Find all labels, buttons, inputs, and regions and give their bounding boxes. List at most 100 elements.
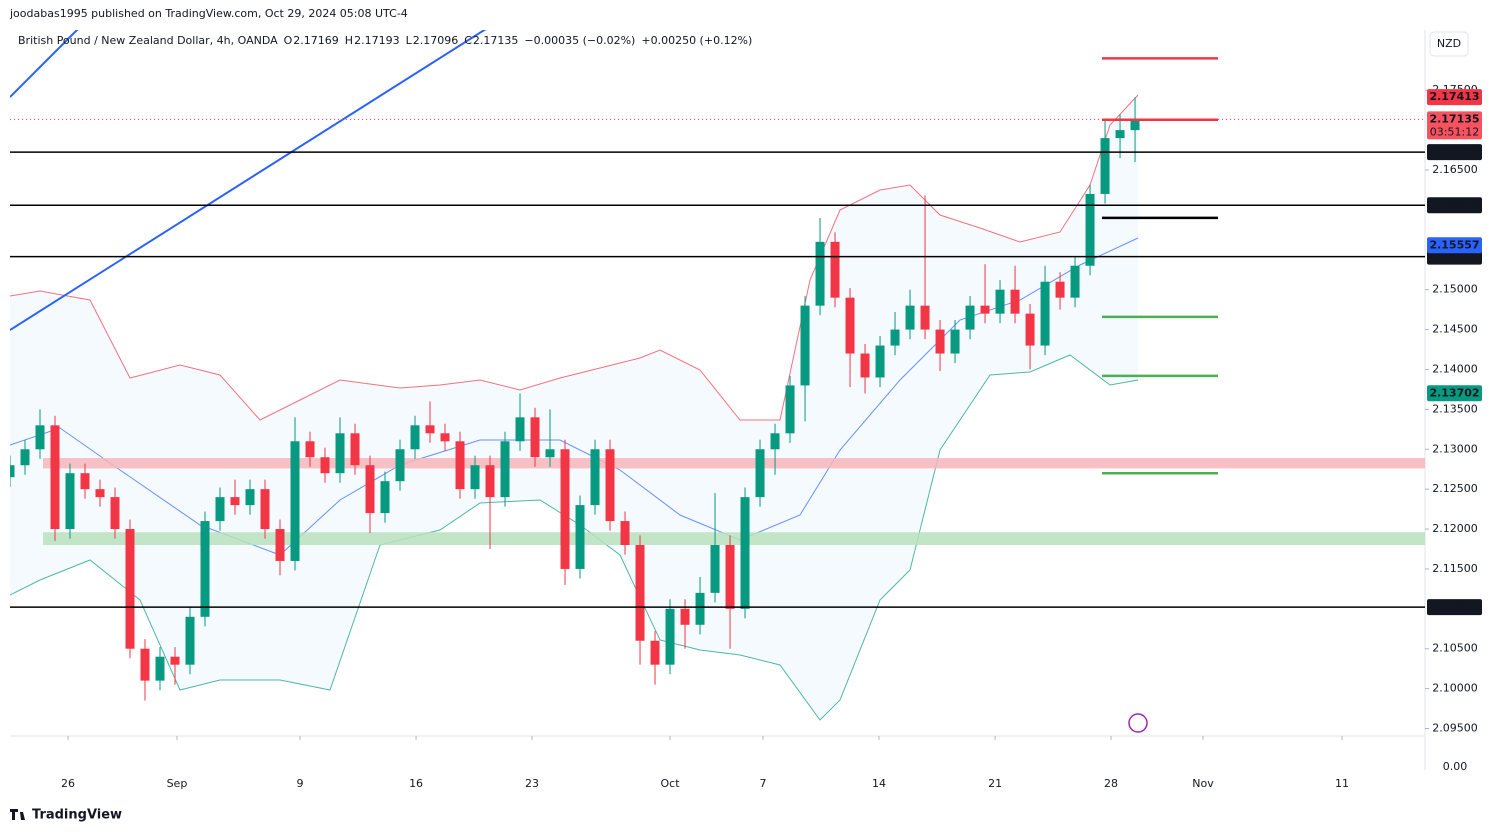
bollinger-upper xyxy=(10,94,1139,421)
candle-body xyxy=(50,425,60,530)
level-tag xyxy=(1427,197,1482,214)
y-tick-label: 2.12000 xyxy=(1432,522,1478,535)
y-tick-label: 2.11500 xyxy=(1432,562,1478,575)
candle-body xyxy=(875,345,885,378)
candle-body xyxy=(545,449,555,458)
candle-body xyxy=(35,425,45,450)
candle-body xyxy=(740,497,750,609)
price-tag xyxy=(1427,111,1482,140)
candle-body xyxy=(845,297,855,354)
price-tag-label: 2.17413 xyxy=(1429,90,1479,103)
candle-body xyxy=(995,289,1005,314)
price-tag-label: 2.13702 xyxy=(1429,386,1479,399)
price-tag xyxy=(1427,237,1482,254)
candle-body xyxy=(1055,281,1065,298)
candle-body xyxy=(455,441,465,490)
y-tick-label: 2.15000 xyxy=(1432,283,1478,296)
y-tick-label: 2.10000 xyxy=(1432,682,1478,695)
candle-body xyxy=(335,433,345,474)
candle-body xyxy=(110,497,120,530)
candle-body xyxy=(830,241,840,298)
currency-button[interactable] xyxy=(1429,31,1469,57)
candle-body xyxy=(470,465,480,490)
candle-body xyxy=(125,529,135,649)
candle-body xyxy=(725,544,735,609)
x-tick-label: 16 xyxy=(409,777,423,790)
candle-body xyxy=(350,433,360,466)
plot xyxy=(10,97,1425,701)
candle-body xyxy=(620,521,630,545)
price-tag xyxy=(1427,89,1482,106)
ohlc-value: 2.17169 xyxy=(293,34,339,47)
price-tag-label: 2.17135 xyxy=(1429,112,1479,125)
candle-body xyxy=(155,656,165,681)
candle-body xyxy=(710,544,720,593)
candle-body xyxy=(80,473,90,490)
candle-body xyxy=(260,489,270,530)
x-tick-label: 26 xyxy=(61,777,75,790)
candle-body xyxy=(785,385,795,434)
candle-body xyxy=(230,497,240,506)
level-tag-label: 2.16058 xyxy=(1429,198,1479,211)
candle-body xyxy=(890,329,900,346)
moving-average xyxy=(10,237,1139,556)
ohlc-value: 2.17135 xyxy=(473,34,519,47)
ohlc-value: 2.17193 xyxy=(354,34,400,47)
y-tick-label: 2.10500 xyxy=(1432,642,1478,655)
candle-body xyxy=(905,305,915,330)
change-2: +0.00250 (+0.12%) xyxy=(641,34,752,47)
brand-logo xyxy=(10,809,25,820)
candle-body xyxy=(365,465,375,514)
y-tick-label: 2.13500 xyxy=(1432,402,1478,415)
candle-body xyxy=(605,449,615,522)
candle-body xyxy=(635,544,645,641)
currency[interactable]: NZD xyxy=(1437,37,1461,50)
y-tick-label: 2.14500 xyxy=(1432,323,1478,336)
candle-body xyxy=(1025,313,1035,346)
candle-body xyxy=(530,417,540,458)
candle-body xyxy=(245,489,255,506)
y-tick-label: 2.12500 xyxy=(1432,482,1478,495)
candle-body xyxy=(650,640,660,665)
x-tick-label: 7 xyxy=(760,777,767,790)
x-tick-label: Oct xyxy=(661,777,681,790)
zone xyxy=(43,532,1425,545)
candle-body xyxy=(770,433,780,450)
candle-body xyxy=(515,417,525,442)
trend-line xyxy=(10,30,79,98)
candle-body xyxy=(275,529,285,561)
flash-icon[interactable] xyxy=(1128,713,1148,733)
x-tick-label: 21 xyxy=(988,777,1002,790)
candle-body xyxy=(1070,265,1080,298)
candle-body xyxy=(1040,281,1050,346)
level-tag-label: 2.16725 xyxy=(1429,145,1479,158)
x-tick-label: 28 xyxy=(1104,777,1118,790)
candle-body xyxy=(860,353,870,378)
level-tag xyxy=(1427,599,1482,616)
candle-body xyxy=(200,521,210,617)
countdown: 03:51:12 xyxy=(1430,125,1479,138)
x-tick-label: 23 xyxy=(525,777,539,790)
symbol: British Pound / New Zealand Dollar, 4h, … xyxy=(18,34,278,47)
candle-body xyxy=(10,465,15,478)
candle-body xyxy=(680,608,690,625)
x-tick-label: 9 xyxy=(296,777,303,790)
candle-body xyxy=(65,473,75,530)
candle-body xyxy=(170,656,180,665)
y-tick-label: 2.13000 xyxy=(1432,442,1478,455)
ohlc-key: O xyxy=(284,34,293,47)
candle-body xyxy=(410,425,420,450)
axis-bottom-label: 0.00 xyxy=(1443,760,1468,773)
candle-body xyxy=(665,608,675,665)
candle-body xyxy=(20,449,30,466)
price-tag xyxy=(1427,385,1482,402)
brand: TradingView xyxy=(32,808,122,823)
candle-body xyxy=(1100,138,1110,194)
candle-body xyxy=(485,465,495,498)
candle-body xyxy=(920,305,930,330)
level-tag-label: 2.11021 xyxy=(1429,600,1479,613)
candle-body xyxy=(1130,119,1140,131)
price-tag-label: 2.15557 xyxy=(1429,238,1479,251)
